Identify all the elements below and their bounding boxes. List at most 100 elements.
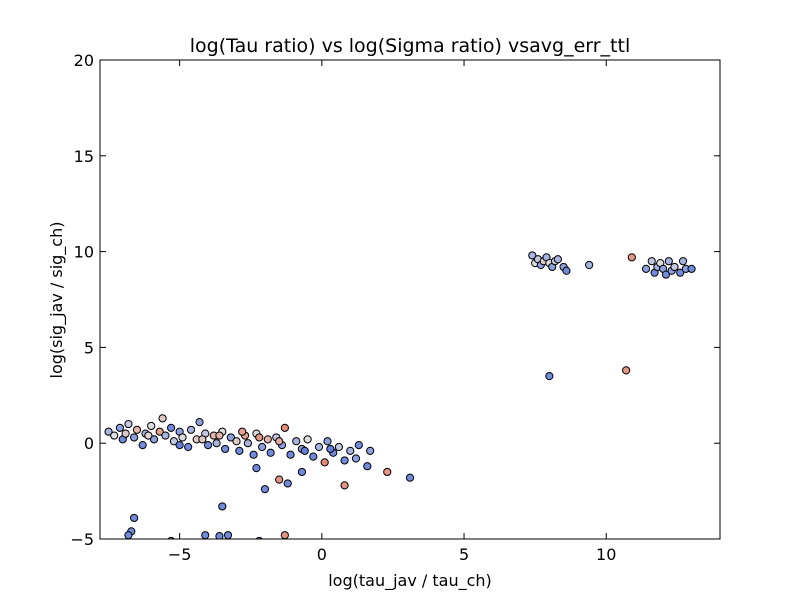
scatter-point: [334, 442, 343, 452]
scatter-point: [263, 435, 272, 444]
scatter-point: [266, 448, 275, 457]
scatter-point: [647, 257, 656, 266]
scatter-point: [115, 423, 125, 432]
scatter-point: [320, 458, 329, 467]
scatter-point: [300, 446, 309, 455]
scatter-point: [260, 485, 270, 494]
scatter-point: [130, 513, 139, 523]
scatter-point: [167, 423, 176, 432]
scatter-point: [238, 427, 247, 436]
scatter-point: [585, 260, 594, 270]
scatter-point: [275, 437, 284, 446]
scatter-point: [622, 366, 631, 375]
scatter-point: [158, 414, 167, 423]
scatter-point: [175, 441, 184, 450]
scatter-point: [366, 446, 375, 455]
scatter-point: [203, 441, 213, 450]
scatter-point: [147, 421, 156, 431]
scatter-point: [314, 442, 324, 452]
scatter-point: [661, 270, 671, 279]
scatter-point: [121, 429, 130, 438]
scatter-point: [252, 464, 261, 473]
scatter-point: [215, 431, 224, 440]
scatter-point: [124, 419, 133, 429]
scatter-point: [104, 427, 113, 436]
scatter-point: [326, 444, 335, 454]
scatter-point: [309, 452, 318, 461]
scatter-point: [545, 372, 554, 381]
scatter-point: [553, 255, 562, 264]
scatter-point: [346, 446, 355, 455]
x-tick-label: −5: [168, 545, 192, 564]
scatter-point: [232, 437, 241, 446]
scatter-point: [280, 423, 289, 432]
scatter-point: [383, 467, 392, 477]
y-tick-label: 10: [74, 243, 94, 262]
scatter-point: [110, 431, 119, 440]
scatter-point: [243, 439, 252, 448]
scatter-point: [178, 433, 187, 442]
scatter-point: [297, 467, 307, 477]
y-tick-label: 5: [84, 338, 94, 357]
x-tick-label: 10: [596, 545, 616, 564]
x-tick-label: 0: [317, 545, 327, 564]
scatter-point: [249, 450, 258, 459]
scatter-point: [292, 437, 301, 446]
scatter-point: [255, 433, 264, 442]
y-axis-label: log(sig_jav / sig_ch): [47, 222, 67, 379]
scatter-point: [124, 531, 133, 539]
scatter-point: [198, 435, 207, 444]
scatter-point: [226, 433, 235, 442]
scatter-point: [195, 418, 204, 427]
scatter-points: [104, 251, 696, 539]
scatter-point: [670, 262, 679, 272]
scatter-point: [215, 532, 224, 539]
scatter-point: [144, 431, 153, 440]
x-tick-label: 5: [459, 545, 469, 564]
scatter-point: [184, 442, 193, 452]
scatter-point: [340, 481, 349, 490]
scatter-point: [280, 531, 289, 539]
scatter-point: [201, 531, 210, 539]
scatter-point: [354, 441, 363, 450]
scatter-point: [303, 435, 312, 444]
scatter-point: [275, 475, 284, 484]
scatter-point: [627, 253, 636, 262]
x-axis-label: log(tau_jav / tau_ch): [328, 571, 492, 591]
scatter-point: [678, 257, 688, 266]
plot-frame: [99, 59, 721, 540]
scatter-point: [405, 473, 415, 482]
scatter-point: [155, 427, 164, 436]
scatter-point: [687, 264, 696, 273]
scatter-point: [212, 439, 221, 448]
scatter-point: [363, 462, 372, 471]
scatter-point: [218, 502, 227, 511]
scatter-point: [676, 268, 685, 277]
scatter-point: [186, 425, 196, 434]
scatter-point: [138, 441, 147, 450]
axis-ticks: −5 0 5 10 −5 0 5 10 15 20: [70, 51, 720, 564]
scatter-point: [283, 479, 292, 488]
scatter-point: [149, 435, 159, 444]
scatter-point: [562, 266, 571, 275]
scatter-point: [169, 437, 179, 446]
scatter-point: [641, 264, 651, 273]
scatter-point: [664, 257, 673, 266]
scatter-point: [223, 531, 233, 539]
scatter-point: [286, 450, 295, 459]
scatter-point: [351, 454, 361, 463]
scatter-point: [323, 437, 332, 446]
scatter-point: [528, 251, 537, 260]
y-tick-label: 0: [84, 434, 94, 453]
scatter-point: [258, 442, 267, 452]
scatter-point: [130, 433, 139, 442]
scatter-point: [221, 444, 230, 454]
scatter-point: [161, 431, 170, 440]
y-tick-label: 15: [74, 147, 94, 166]
y-tick-label: −5: [70, 530, 94, 549]
scatter-point: [235, 446, 244, 455]
y-tick-label: 20: [74, 51, 94, 70]
chart-title: log(Tau ratio) vs log(Sigma ratio) vsavg…: [190, 35, 630, 57]
